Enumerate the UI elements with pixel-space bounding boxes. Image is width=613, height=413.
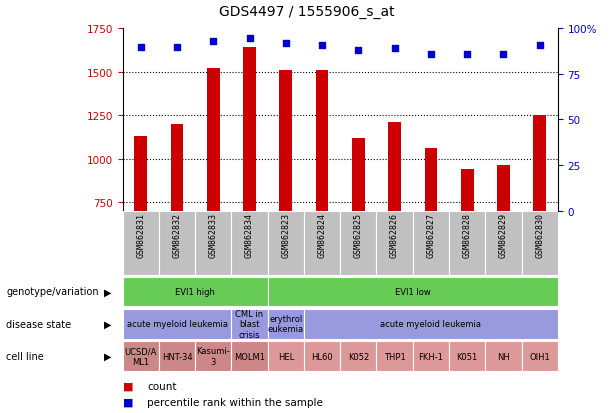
Bar	[522, 341, 558, 371]
Bar	[304, 211, 340, 275]
Point	[281, 40, 291, 47]
Bar	[170, 124, 183, 211]
Bar	[340, 341, 376, 371]
Bar	[449, 211, 485, 275]
Text: acute myeloid leukemia: acute myeloid leukemia	[381, 320, 481, 328]
Bar	[159, 211, 195, 275]
Bar	[268, 277, 558, 306]
Point	[498, 52, 508, 58]
Point	[390, 46, 400, 52]
Bar	[425, 149, 437, 211]
Text: ▶: ▶	[104, 351, 111, 361]
Bar	[123, 211, 159, 275]
Bar	[304, 341, 340, 371]
Text: FKH-1: FKH-1	[419, 352, 443, 361]
Bar	[533, 116, 546, 211]
Bar	[388, 123, 401, 211]
Text: GSM862831: GSM862831	[136, 213, 145, 258]
Bar	[280, 71, 292, 211]
Text: GSM862825: GSM862825	[354, 213, 363, 258]
Bar	[243, 48, 256, 211]
Bar	[195, 341, 232, 371]
Text: HNT-34: HNT-34	[162, 352, 192, 361]
Bar	[413, 341, 449, 371]
Text: OIH1: OIH1	[529, 352, 550, 361]
Text: ▶: ▶	[104, 287, 111, 297]
Bar	[376, 211, 413, 275]
Point	[535, 43, 544, 49]
Bar	[340, 211, 376, 275]
Point	[462, 52, 472, 58]
Bar	[232, 341, 268, 371]
Bar	[316, 71, 329, 211]
Text: GSM862826: GSM862826	[390, 213, 399, 258]
Text: CML in
blast
crisis: CML in blast crisis	[235, 309, 264, 339]
Text: ■: ■	[123, 397, 133, 407]
Text: ▶: ▶	[104, 319, 111, 329]
Bar	[304, 309, 558, 339]
Point	[172, 44, 182, 51]
Bar	[485, 211, 522, 275]
Text: GSM862827: GSM862827	[427, 213, 435, 258]
Point	[426, 52, 436, 58]
Bar	[449, 341, 485, 371]
Point	[208, 39, 218, 45]
Text: GSM862830: GSM862830	[535, 213, 544, 258]
Text: erythrol
eukemia: erythrol eukemia	[268, 314, 304, 334]
Bar	[268, 211, 304, 275]
Text: EVI1 low: EVI1 low	[395, 287, 430, 296]
Text: GSM862828: GSM862828	[463, 213, 471, 258]
Text: genotype/variation: genotype/variation	[6, 287, 99, 297]
Text: HL60: HL60	[311, 352, 333, 361]
Text: GSM862833: GSM862833	[209, 213, 218, 258]
Bar	[123, 341, 159, 371]
Bar	[413, 211, 449, 275]
Text: GSM862824: GSM862824	[318, 213, 327, 258]
Text: GSM862823: GSM862823	[281, 213, 291, 258]
Bar	[497, 166, 510, 211]
Bar	[207, 69, 219, 211]
Bar	[134, 137, 147, 211]
Bar	[268, 341, 304, 371]
Text: cell line: cell line	[6, 351, 44, 361]
Point	[317, 43, 327, 49]
Text: percentile rank within the sample: percentile rank within the sample	[147, 397, 323, 407]
Bar	[195, 211, 232, 275]
Text: Kasumi-
3: Kasumi- 3	[196, 347, 230, 366]
Bar	[123, 277, 268, 306]
Text: NH: NH	[497, 352, 510, 361]
Point	[136, 44, 146, 51]
Bar	[522, 211, 558, 275]
Text: THP1: THP1	[384, 352, 405, 361]
Text: UCSD/A
ML1: UCSD/A ML1	[124, 347, 157, 366]
Text: acute myeloid leukemia: acute myeloid leukemia	[126, 320, 227, 328]
Text: HEL: HEL	[278, 352, 294, 361]
Text: count: count	[147, 381, 177, 391]
Bar	[268, 309, 304, 339]
Bar	[352, 138, 365, 211]
Bar	[376, 341, 413, 371]
Text: GSM862834: GSM862834	[245, 213, 254, 258]
Point	[245, 35, 254, 42]
Text: GSM862832: GSM862832	[172, 213, 181, 258]
Point	[354, 48, 364, 55]
Text: MOLM1: MOLM1	[234, 352, 265, 361]
Text: GSM862829: GSM862829	[499, 213, 508, 258]
Text: GDS4497 / 1555906_s_at: GDS4497 / 1555906_s_at	[219, 5, 394, 19]
Text: disease state: disease state	[6, 319, 71, 329]
Bar	[232, 309, 268, 339]
Text: EVI1 high: EVI1 high	[175, 287, 215, 296]
Bar	[123, 309, 232, 339]
Bar	[485, 341, 522, 371]
Text: K052: K052	[348, 352, 369, 361]
Text: K051: K051	[457, 352, 478, 361]
Bar	[159, 341, 195, 371]
Bar	[232, 211, 268, 275]
Text: ■: ■	[123, 381, 133, 391]
Bar	[461, 169, 473, 211]
